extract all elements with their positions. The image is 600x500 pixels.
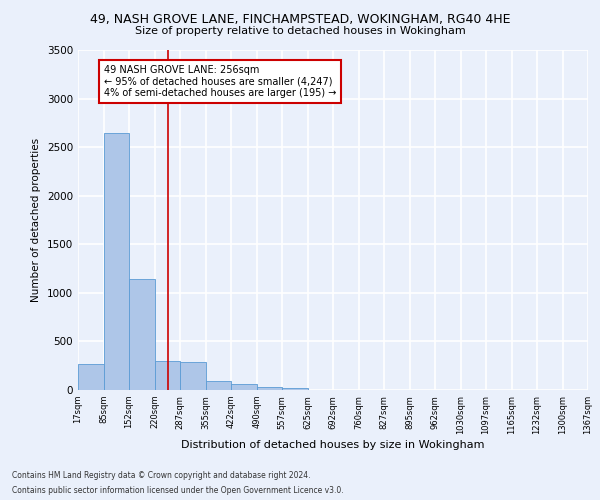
Text: 49, NASH GROVE LANE, FINCHAMPSTEAD, WOKINGHAM, RG40 4HE: 49, NASH GROVE LANE, FINCHAMPSTEAD, WOKI… [90, 12, 510, 26]
Bar [180, 362, 206, 390]
Bar [206, 382, 231, 390]
X-axis label: Distribution of detached houses by size in Wokingham: Distribution of detached houses by size … [181, 440, 485, 450]
Text: 49 NASH GROVE LANE: 256sqm
← 95% of detached houses are smaller (4,247)
4% of se: 49 NASH GROVE LANE: 256sqm ← 95% of deta… [104, 64, 336, 98]
Text: Size of property relative to detached houses in Wokingham: Size of property relative to detached ho… [134, 26, 466, 36]
Bar [257, 386, 282, 390]
Bar [129, 279, 155, 390]
Bar [78, 364, 104, 390]
Text: Contains public sector information licensed under the Open Government Licence v3: Contains public sector information licen… [12, 486, 344, 495]
Y-axis label: Number of detached properties: Number of detached properties [31, 138, 41, 302]
Bar [231, 384, 257, 390]
Bar [155, 362, 180, 390]
Bar [282, 388, 308, 390]
Text: Contains HM Land Registry data © Crown copyright and database right 2024.: Contains HM Land Registry data © Crown c… [12, 471, 311, 480]
Bar [104, 132, 129, 390]
